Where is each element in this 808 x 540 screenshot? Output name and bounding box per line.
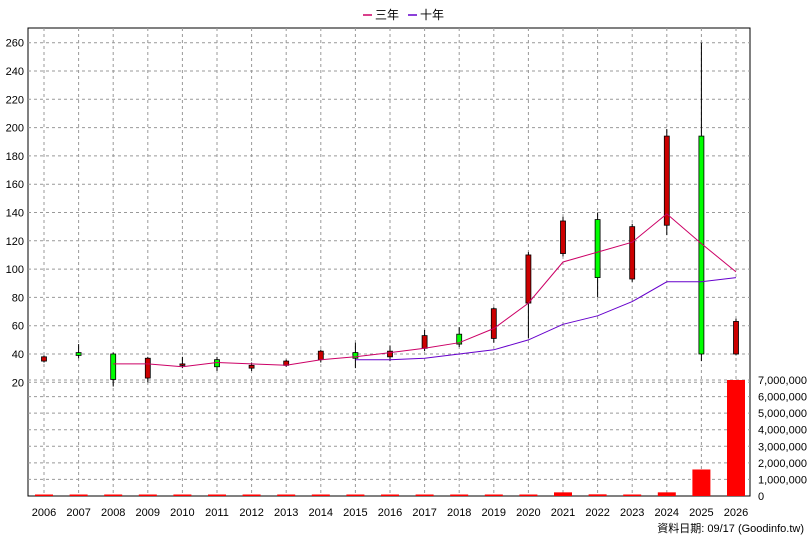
x-tick-label: 2012: [239, 507, 263, 519]
candle-body: [663, 135, 670, 226]
volume-bar: [311, 494, 330, 496]
series-line: [355, 277, 737, 361]
price-tick-label: 140: [6, 208, 24, 220]
x-tick-label: 2009: [136, 507, 160, 519]
volume-bar: [173, 494, 192, 496]
x-tick-label: 2015: [343, 507, 367, 519]
candle-body: [733, 321, 739, 355]
moving-average-lines: [113, 213, 737, 368]
volume-tick-label: 4,000,000: [758, 425, 807, 437]
price-tick-label: 80: [12, 292, 24, 304]
x-tick-label: 2026: [724, 507, 748, 519]
volume-bar: [623, 494, 642, 496]
candle-body: [490, 308, 497, 339]
price-tick-label: 20: [12, 377, 24, 389]
candle-body: [387, 350, 393, 358]
candle-body: [179, 363, 186, 366]
volume-bar: [415, 494, 434, 496]
price-tick-label: 160: [6, 179, 24, 191]
price-tick-label: 40: [12, 349, 24, 361]
volume-tick-label: 5,000,000: [758, 408, 807, 420]
price-tick-label: 180: [6, 151, 24, 163]
x-tick-label: 2021: [551, 507, 575, 519]
volume-bars: [35, 380, 745, 496]
volume-tick-label: 0: [758, 491, 764, 503]
candle-body: [75, 352, 82, 356]
candle-body: [248, 364, 255, 369]
x-tick-label: 2018: [447, 507, 471, 519]
volume-bar: [727, 380, 745, 496]
volume-bar: [242, 494, 261, 496]
candles: [41, 42, 739, 387]
x-tick-label: 2017: [412, 507, 436, 519]
volume-tick-label: 3,000,000: [758, 441, 807, 453]
candle-body: [352, 352, 359, 359]
candle-body: [41, 356, 47, 362]
x-tick-label: 2007: [66, 507, 90, 519]
data-date-footer: 資料日期: 09/17 (Goodinfo.tw): [657, 521, 804, 535]
volume-tick-label: 1,000,000: [758, 474, 807, 486]
series-line: [113, 213, 737, 368]
legend-label-10yr: 十年: [420, 8, 444, 22]
volume-bar: [657, 492, 676, 496]
volume-bar: [277, 494, 296, 496]
volume-tick-label: 7,000,000: [758, 375, 807, 387]
volume-bar: [208, 494, 226, 496]
candle-body: [110, 353, 117, 380]
candle-body: [525, 254, 532, 304]
volume-bar: [381, 494, 399, 496]
grid: [28, 28, 750, 496]
x-tick-label: 2019: [482, 507, 506, 519]
candle-body: [421, 335, 428, 349]
price-tick-label: 200: [6, 123, 24, 135]
candle-body: [594, 219, 601, 278]
volume-bar: [450, 494, 469, 496]
price-tick-label: 100: [6, 264, 24, 276]
price-tick-label: 260: [6, 38, 24, 50]
x-tick-label: 2006: [32, 507, 56, 519]
candle-body: [629, 226, 636, 280]
volume-bar: [138, 494, 157, 496]
volume-bar: [484, 494, 503, 496]
x-tick-label: 2023: [620, 507, 644, 519]
volume-bar: [692, 469, 711, 496]
x-tick-label: 2011: [205, 507, 229, 519]
price-tick-label: 220: [6, 94, 24, 106]
x-tick-label: 2022: [585, 507, 609, 519]
volume-bar: [346, 494, 365, 496]
price-tick-label: 120: [6, 236, 24, 248]
x-tick-label: 2014: [309, 507, 333, 519]
candle-body: [317, 350, 324, 361]
volume-bar: [35, 494, 53, 496]
x-tick-label: 2025: [689, 507, 713, 519]
x-tick-label: 2020: [516, 507, 540, 519]
legend-label-3yr: 三年: [375, 8, 399, 22]
volume-bar: [104, 494, 123, 496]
volume-bar: [554, 492, 572, 496]
x-tick-label: 2010: [170, 507, 194, 519]
price-tick-label: 240: [6, 66, 24, 78]
volume-tick-label: 6,000,000: [758, 392, 807, 404]
candle-body: [560, 220, 566, 254]
volume-tick-label: 2,000,000: [758, 458, 807, 470]
price-tick-label: 60: [12, 321, 24, 333]
legend: 三年 十年: [363, 8, 444, 22]
axes: 2006 2007 2008 2009 2010 2011 2012 2013 2014 2015…: [6, 38, 807, 519]
plot-frame: [27, 27, 751, 497]
volume-bar: [519, 494, 538, 496]
candle-body: [144, 357, 151, 379]
volume-bar: [588, 494, 607, 496]
volume-bar: [69, 494, 88, 496]
candle-body: [456, 333, 463, 345]
x-tick-label: 2008: [101, 507, 125, 519]
x-tick-label: 2013: [274, 507, 298, 519]
x-tick-label: 2024: [655, 507, 679, 519]
x-tick-label: 2016: [378, 507, 402, 519]
